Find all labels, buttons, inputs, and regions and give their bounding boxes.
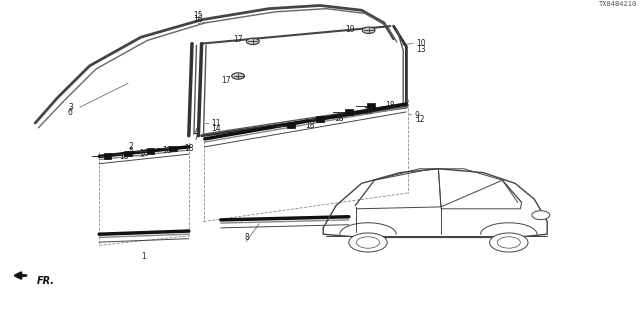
Text: 17: 17 [221,76,230,84]
Text: 18: 18 [119,152,129,161]
Text: 7: 7 [193,133,198,142]
Bar [124,151,132,156]
Text: 14: 14 [211,124,221,132]
Text: FR.: FR. [36,276,54,285]
Text: 18: 18 [334,114,344,124]
Text: 10: 10 [416,39,426,48]
Bar [345,109,353,115]
Text: 18: 18 [305,121,315,130]
Circle shape [497,237,520,248]
Text: 9: 9 [415,111,420,120]
Text: 18: 18 [140,149,149,158]
Text: TX84B4210: TX84B4210 [598,1,637,7]
Circle shape [362,27,375,33]
Text: 18: 18 [162,147,172,156]
Bar [316,116,324,122]
Text: 18: 18 [385,101,395,110]
Bar [147,148,154,154]
Circle shape [246,38,259,44]
Text: 8: 8 [244,233,249,242]
Circle shape [232,73,244,79]
Circle shape [349,233,387,252]
Text: 16: 16 [193,15,204,24]
Bar [104,153,111,159]
Bar [287,123,295,128]
Text: 11: 11 [211,118,221,128]
Text: 6: 6 [68,108,73,117]
Text: 3: 3 [68,103,73,112]
Text: 13: 13 [416,45,426,54]
Bar [169,146,177,151]
Text: 2: 2 [129,142,134,151]
Text: 19: 19 [346,25,355,34]
Text: 5: 5 [129,147,134,156]
Text: 18: 18 [184,144,194,153]
Circle shape [532,211,550,220]
Text: 4: 4 [193,128,198,137]
Text: 18: 18 [363,108,372,116]
Text: 1: 1 [141,252,147,261]
Circle shape [490,233,528,252]
Text: 15: 15 [193,11,204,20]
Circle shape [356,237,380,248]
Bar [367,103,375,108]
Text: 12: 12 [415,115,424,124]
Text: 17: 17 [234,35,243,44]
